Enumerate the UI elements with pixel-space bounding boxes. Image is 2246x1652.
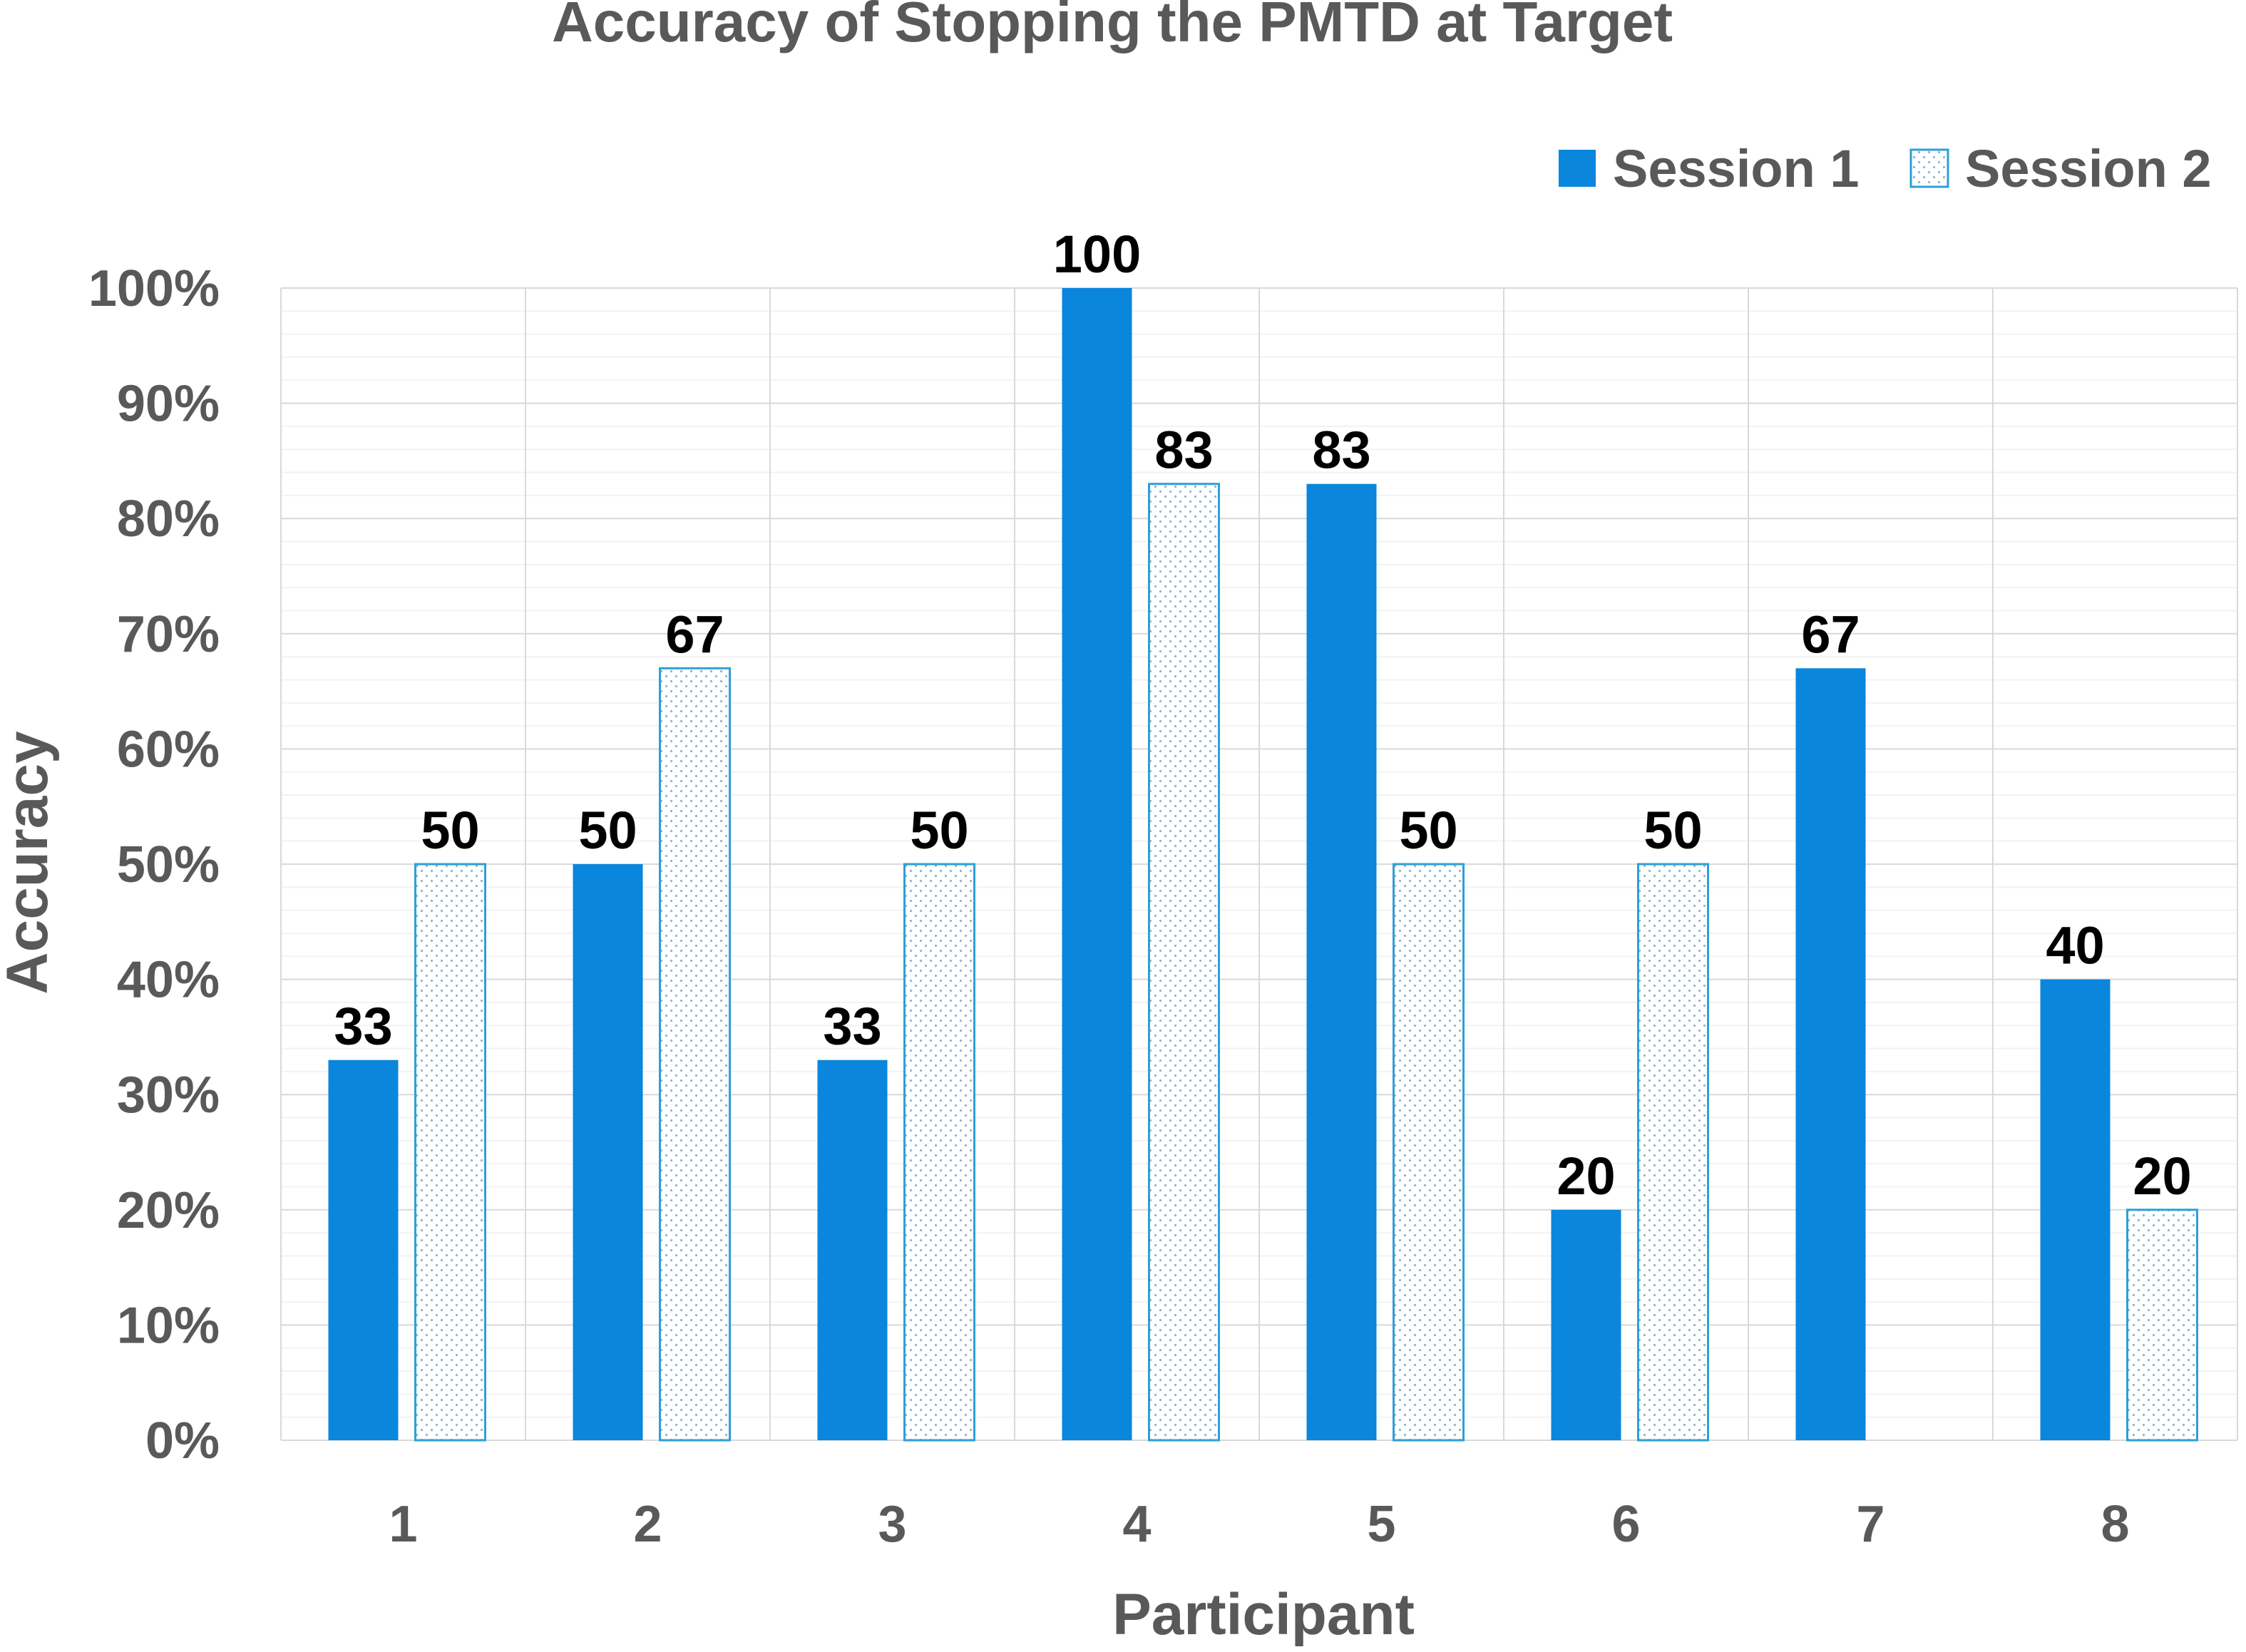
data-label-session-2-participant-3: 50 [910,801,968,860]
bar-session-2-participant-5 [1393,863,1465,1442]
data-label-session-2-participant-1: 50 [421,801,479,860]
y-tick-label: 50% [117,836,220,893]
x-tick-label: 7 [1856,1496,1885,1553]
data-label-session-2-participant-5: 50 [1399,801,1457,860]
data-label-session-2-participant-4: 83 [1154,421,1213,480]
bar-session-2-participant-3 [903,863,975,1442]
y-tick-label: 10% [117,1297,220,1354]
y-tick-label: 80% [117,491,220,548]
data-label-session-1-participant-6: 20 [1557,1146,1615,1206]
bar-session-2-participant-2 [659,667,731,1442]
y-tick-label: 60% [117,721,220,778]
bar-session-1-participant-4 [1062,288,1132,1440]
x-tick-label: 4 [1122,1496,1151,1553]
y-tick-label: 40% [117,952,220,1009]
y-tick-label: 70% [117,606,220,663]
bar-session-1-participant-6 [1551,1209,1621,1440]
y-axis-title: Accuracy [0,731,60,995]
bars [328,288,2198,1442]
data-label-session-1-participant-7: 67 [1801,605,1860,664]
legend-swatch-session-1 [1559,150,1596,187]
data-label-session-1-participant-2: 50 [578,801,637,860]
x-tick-label: 6 [1611,1496,1640,1553]
x-tick-label: 2 [633,1496,662,1553]
x-axis-title: Participant [1112,1582,1415,1647]
legend-label-session-1: Session 1 [1613,139,1860,198]
bar-session-1-participant-2 [573,864,643,1440]
data-label-session-2-participant-8: 20 [2133,1146,2191,1206]
bar-session-1-participant-5 [1306,483,1377,1440]
x-tick-label: 5 [1367,1496,1395,1553]
y-tick-label: 90% [117,376,220,433]
y-tick-label: 0% [145,1412,220,1469]
bar-session-2-participant-4 [1148,483,1220,1442]
bar-session-2-participant-1 [414,863,486,1442]
legend-label-session-2: Session 2 [1965,139,2212,198]
bar-session-1-participant-3 [817,1060,888,1440]
bar-session-2-participant-8 [2126,1209,2198,1442]
legend-swatch-session-2 [1909,148,1949,188]
bar-session-2-participant-6 [1637,863,1709,1442]
data-label-session-2-participant-6: 50 [1644,801,1702,860]
data-label-session-1-participant-3: 33 [823,997,881,1056]
data-label-session-1-participant-5: 83 [1312,421,1370,480]
legend: Session 1 Session 2 [1559,139,2212,198]
x-axis-ticks: 1 2 3 4 5 6 7 8 [389,1496,2129,1553]
bar-session-1-participant-8 [2040,979,2111,1440]
y-tick-label: 20% [117,1182,220,1239]
data-label-session-1-participant-1: 33 [334,997,392,1056]
data-label-session-1-participant-8: 40 [2046,916,2104,975]
x-tick-label: 1 [389,1496,417,1553]
x-tick-label: 8 [2101,1496,2129,1553]
bar-session-1-participant-7 [1795,668,1866,1440]
data-labels: 33 50 33 100 83 20 67 40 50 67 50 83 50 50 20 [334,225,2191,1206]
y-axis-ticks: 0% 10% 20% 30% 40% 50% 60% 70% 80% 90% 100% [88,260,220,1469]
bar-session-1-participant-1 [328,1060,399,1440]
data-label-session-1-participant-4: 100 [1053,225,1141,284]
y-tick-label: 30% [117,1067,220,1124]
x-tick-label: 3 [878,1496,906,1553]
data-label-session-2-participant-2: 67 [665,605,724,664]
chart-title: Accuracy of Stopping the PMTD at Target [552,0,1673,53]
y-tick-label: 100% [88,260,220,317]
